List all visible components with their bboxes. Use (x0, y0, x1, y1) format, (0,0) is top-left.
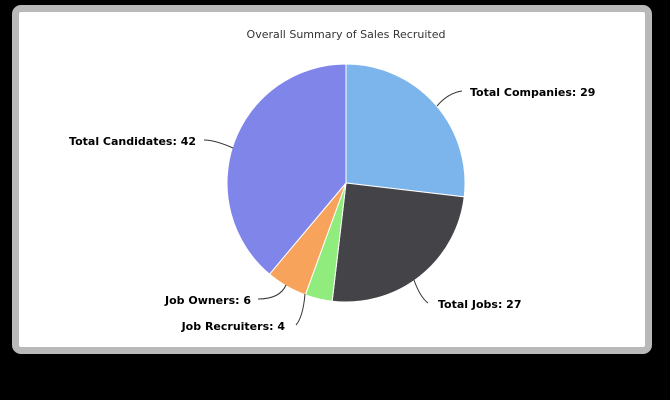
pie-slices (226, 63, 466, 303)
label-connectors (203, 90, 463, 326)
label-job-owners: Job Owners: 6 (164, 294, 251, 307)
data-labels: Total Companies: 29 Total Jobs: 27 Job R… (69, 86, 595, 333)
label-total-companies: Total Companies: 29 (470, 86, 595, 99)
slice-total-companies[interactable] (345, 63, 466, 198)
connector-total-candidates (203, 139, 234, 149)
connector-total-jobs (413, 279, 429, 304)
connector-total-companies (436, 90, 463, 107)
label-total-candidates: Total Candidates: 42 (69, 135, 196, 148)
connector-job-owners (257, 284, 287, 300)
connector-job-recruiters (295, 293, 306, 326)
slice-total-candidates[interactable] (226, 63, 347, 275)
label-job-recruiters: Job Recruiters: 4 (181, 320, 286, 333)
chart-title: Overall Summary of Sales Recruited (247, 28, 446, 41)
label-total-jobs: Total Jobs: 27 (438, 298, 522, 311)
slice-total-jobs[interactable] (331, 182, 465, 303)
